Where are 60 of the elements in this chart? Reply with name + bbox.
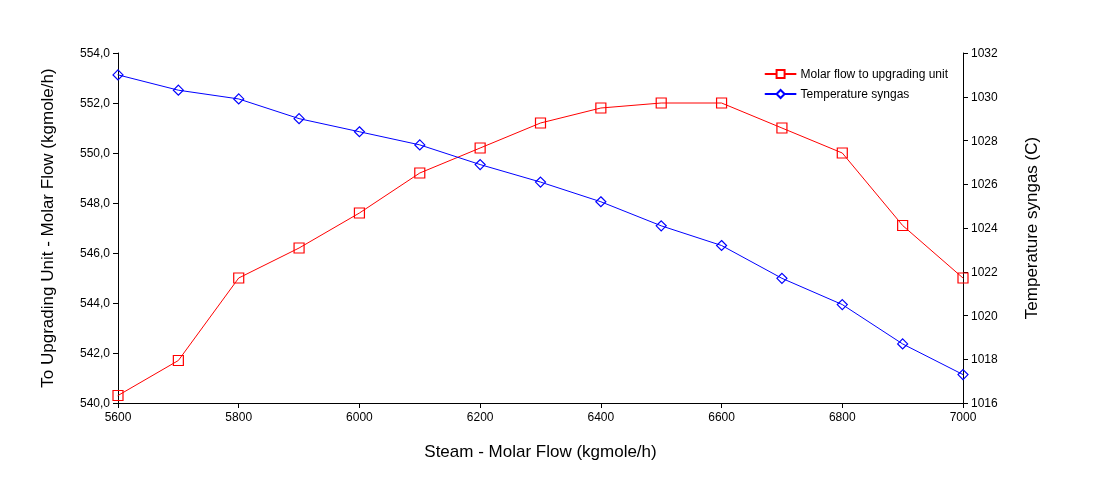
x-tick-label: 6400 xyxy=(587,410,615,424)
y2-tick-label: 1032 xyxy=(971,46,999,60)
point xyxy=(414,139,426,151)
y-tick-label: 546,0 xyxy=(79,246,111,260)
x-tick-label: 6800 xyxy=(828,410,856,424)
point xyxy=(897,338,909,350)
y2-tick-label: 1024 xyxy=(971,221,999,235)
point xyxy=(534,117,547,129)
y-tick-label: 542,0 xyxy=(79,346,111,360)
x-tick-label: 6200 xyxy=(466,410,494,424)
point xyxy=(715,239,728,252)
y-axis-title: To Upgrading Unit - Molar Flow (kgmole/h) xyxy=(38,68,57,388)
x-tick-label: 7000 xyxy=(949,410,977,424)
x-tick-label: 5800 xyxy=(225,410,253,424)
y-tick-label: 552,0 xyxy=(79,96,111,110)
point xyxy=(897,219,909,232)
y2-tick-label: 1020 xyxy=(971,308,999,323)
point xyxy=(957,368,969,381)
point xyxy=(172,84,184,96)
point xyxy=(474,158,486,171)
point xyxy=(474,142,486,154)
point xyxy=(836,147,848,159)
point xyxy=(112,69,124,81)
point xyxy=(172,354,184,367)
point xyxy=(293,242,305,254)
y2-axis-title: Temperature syngas (C) xyxy=(1022,136,1041,320)
y-tick-label: 548,0 xyxy=(79,196,111,210)
y-tick-label: 544,0 xyxy=(79,296,111,310)
x-tick-label: 6600 xyxy=(708,410,736,424)
y2-tick-label: 1026 xyxy=(971,177,999,192)
point xyxy=(655,97,667,109)
point xyxy=(353,207,366,219)
point xyxy=(353,126,366,138)
y2-tick-label: 1022 xyxy=(971,264,999,279)
point xyxy=(595,102,607,114)
point xyxy=(715,97,728,109)
y-tick-label: 554,0 xyxy=(79,46,111,60)
legend-label: Molar flow to upgrading unit xyxy=(800,67,949,81)
point xyxy=(293,113,305,125)
point xyxy=(112,389,124,402)
y-tick-label: 540,0 xyxy=(79,396,111,410)
x-axis-title: Steam - Molar Flow (kgmole/h) xyxy=(424,442,657,461)
y2-tick-label: 1016 xyxy=(971,396,999,410)
x-tick-label: 6000 xyxy=(346,410,374,424)
point xyxy=(595,196,607,208)
point xyxy=(836,298,848,311)
point xyxy=(534,176,547,188)
point xyxy=(776,122,788,134)
point xyxy=(957,272,969,284)
y2-tick-label: 1028 xyxy=(971,133,999,148)
point xyxy=(776,272,788,284)
x-tick-label: 5600 xyxy=(104,410,132,424)
point xyxy=(655,220,667,232)
y2-tick-label: 1018 xyxy=(971,352,999,367)
point xyxy=(233,93,245,105)
y-tick-label: 550,0 xyxy=(79,146,111,160)
point xyxy=(233,272,245,284)
y2-tick-label: 1030 xyxy=(971,89,999,104)
legend-label: Temperature syngas xyxy=(800,87,910,101)
point xyxy=(414,167,426,179)
